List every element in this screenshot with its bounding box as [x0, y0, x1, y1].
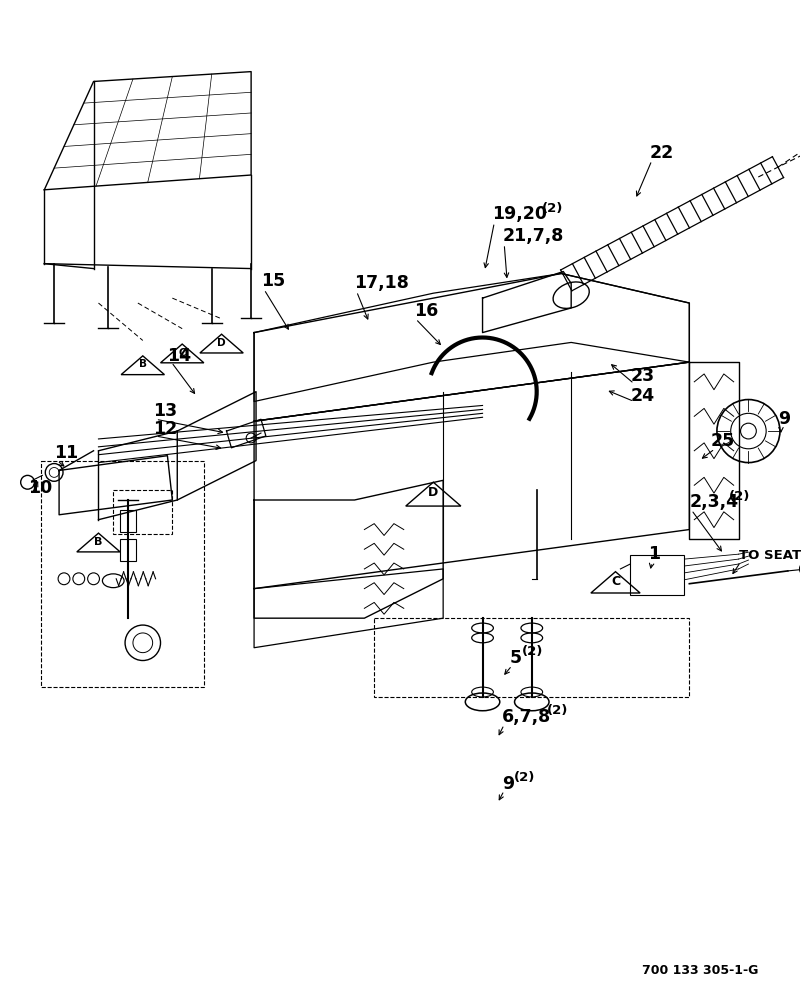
Text: 13: 13	[152, 402, 177, 420]
Text: 2,3,4: 2,3,4	[689, 493, 737, 511]
Bar	[41, 461, 204, 687]
Text: 12: 12	[152, 420, 177, 438]
Text: 15: 15	[260, 272, 285, 290]
Text: B: B	[94, 537, 102, 547]
Text: 23: 23	[629, 367, 654, 385]
Text: (2): (2)	[546, 704, 567, 717]
Text: 17,18: 17,18	[354, 274, 409, 292]
Bar	[113, 490, 172, 534]
Text: 9: 9	[777, 410, 789, 428]
Text: 22: 22	[649, 144, 673, 162]
Text: D: D	[217, 338, 225, 348]
Text: 21,7,8: 21,7,8	[502, 227, 563, 245]
Text: 16: 16	[413, 302, 437, 320]
Text: 6,7,8: 6,7,8	[502, 708, 551, 726]
Text: C: C	[178, 348, 186, 358]
Text: C: C	[610, 575, 620, 588]
Text: 700 133 305-1-G: 700 133 305-1-G	[642, 964, 757, 977]
Bar	[120, 510, 135, 532]
Text: (2): (2)	[521, 645, 543, 658]
Text: 10: 10	[28, 479, 52, 497]
Text: B: B	[139, 359, 147, 369]
Text: 9: 9	[502, 775, 513, 793]
Text: TO SEAT: TO SEAT	[738, 549, 800, 562]
Text: 5: 5	[509, 649, 521, 667]
Text: D: D	[427, 486, 438, 499]
Text: 11: 11	[54, 444, 79, 462]
Bar	[374, 618, 689, 697]
Text: 14: 14	[167, 347, 191, 365]
Text: (2): (2)	[727, 490, 749, 503]
Bar	[629, 555, 684, 595]
Bar	[120, 539, 135, 561]
Text: (2): (2)	[513, 771, 534, 784]
Text: 19,20: 19,20	[491, 205, 547, 223]
Text: (2): (2)	[541, 202, 562, 215]
Text: 24: 24	[629, 387, 654, 405]
Text: 1: 1	[647, 545, 659, 563]
Text: 25: 25	[710, 432, 734, 450]
